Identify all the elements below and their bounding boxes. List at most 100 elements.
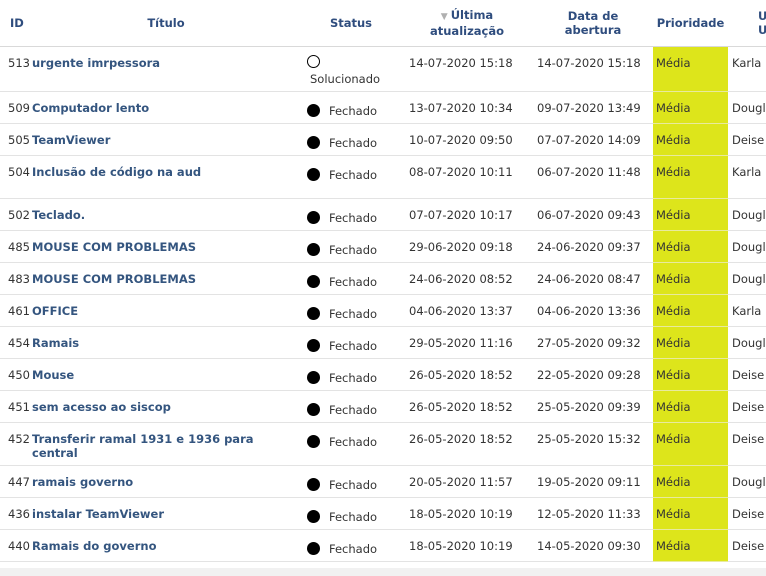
- table-row[interactable]: 454 Ramais Fechado 29-05-2020 11:16 27-05-20…: [0, 326, 766, 359]
- ticket-last-update: 18-05-2020 10:19: [401, 497, 533, 530]
- ticket-title-link[interactable]: Ramais do governo: [32, 538, 157, 553]
- ticket-id: 483: [0, 262, 31, 295]
- ticket-title-cell: TeamViewer: [31, 123, 301, 156]
- ticket-status-label: Fechado: [329, 167, 378, 182]
- column-header-last-update-label: Última: [450, 7, 494, 22]
- ticket-title-link[interactable]: MOUSE COM PROBLEMAS: [32, 239, 196, 254]
- ticket-title-link[interactable]: OFFICE: [32, 303, 79, 318]
- column-header-user-label: U: [758, 8, 766, 23]
- ticket-title-cell: instalar TeamViewer: [31, 497, 301, 530]
- ticket-title-link[interactable]: Mouse: [32, 367, 75, 382]
- table-row[interactable]: 504 Inclusão de código na aud Fechado 08-07…: [0, 155, 766, 199]
- ticket-opened-date: 12-05-2020 11:33: [533, 497, 653, 530]
- ticket-last-update: 20-05-2020 11:57: [401, 465, 533, 498]
- ticket-title-link[interactable]: MOUSE COM PROBLEMAS: [32, 271, 196, 286]
- column-header-user[interactable]: U U: [728, 0, 766, 47]
- ticket-status-label: Fechado: [329, 306, 378, 321]
- ticket-title-link[interactable]: Ramais: [32, 335, 80, 350]
- ticket-last-update: 18-05-2020 10:19: [401, 529, 533, 562]
- column-header-priority-label: Prioridade: [656, 15, 725, 30]
- ticket-opened-date: 25-05-2020 15:32: [533, 422, 653, 466]
- column-header-status[interactable]: Status: [301, 0, 401, 47]
- ticket-title-cell: urgente imrpessora: [31, 46, 301, 92]
- table-row[interactable]: 502 Teclado. Fechado 07-07-2020 10:17 06-07-…: [0, 198, 766, 231]
- ticket-status-cell: Fechado: [301, 390, 401, 423]
- ticket-priority-badge: Média: [653, 465, 728, 498]
- ticket-status-cell: Fechado: [301, 326, 401, 359]
- table-row[interactable]: 436 instalar TeamViewer Fechado 18-05-2020 …: [0, 497, 766, 530]
- ticket-title-link[interactable]: ramais governo: [32, 474, 134, 489]
- ticket-opened-date: 22-05-2020 09:28: [533, 358, 653, 391]
- ticket-user: Dougl: [728, 262, 766, 295]
- status-closed-icon: [307, 104, 320, 117]
- ticket-id: 451: [0, 390, 31, 423]
- table-row[interactable]: 461 OFFICE Fechado 04-06-2020 13:37 04-06-20…: [0, 294, 766, 327]
- ticket-last-update: 04-06-2020 13:37: [401, 294, 533, 327]
- ticket-opened-date: 04-06-2020 13:36: [533, 294, 653, 327]
- column-header-last-update-label-2: atualização: [429, 23, 505, 38]
- table-row[interactable]: 450 Mouse Fechado 26-05-2020 18:52 22-05-202…: [0, 358, 766, 391]
- status-closed-icon: [307, 542, 320, 555]
- ticket-priority-badge: Média: [653, 390, 728, 423]
- status-closed-icon: [307, 510, 320, 523]
- ticket-user: Deise: [728, 497, 766, 530]
- ticket-priority-badge: Média: [653, 46, 728, 92]
- ticket-opened-date: 07-07-2020 14:09: [533, 123, 653, 156]
- column-header-opened-label-2: abertura: [564, 22, 622, 37]
- table-row[interactable]: 485 MOUSE COM PROBLEMAS Fechado 29-06-2020 …: [0, 230, 766, 263]
- ticket-last-update: 14-07-2020 15:18: [401, 46, 533, 92]
- ticket-title-link[interactable]: Teclado.: [32, 207, 86, 222]
- ticket-user: Deise: [728, 529, 766, 562]
- column-header-id-label: ID: [10, 15, 24, 30]
- ticket-status-label: Solucionado: [310, 71, 381, 86]
- ticket-title-link[interactable]: instalar TeamViewer: [32, 506, 165, 521]
- column-header-last-update[interactable]: ▼ Última atualização: [401, 0, 533, 47]
- ticket-title-link[interactable]: sem acesso ao siscop: [32, 399, 171, 414]
- ticket-title-link[interactable]: Computador lento: [32, 100, 150, 115]
- ticket-id: 461: [0, 294, 31, 327]
- table-row[interactable]: 440 Ramais do governo Fechado 18-05-2020 10…: [0, 529, 766, 562]
- status-solved-icon: [307, 54, 320, 68]
- ticket-id: 436: [0, 497, 31, 530]
- ticket-title-link[interactable]: urgente imrpessora: [32, 55, 161, 70]
- table-row[interactable]: 452 Transferir ramal 1931 e 1936 para cen…: [0, 422, 766, 466]
- ticket-user: Dougl: [728, 91, 766, 124]
- table-row[interactable]: 513 urgente imrpessora Solucionado 14-07-20…: [0, 46, 766, 92]
- ticket-id: 454: [0, 326, 31, 359]
- table-row[interactable]: 505 TeamViewer Fechado 10-07-2020 09:50 07-0…: [0, 123, 766, 156]
- ticket-title-link[interactable]: TeamViewer: [32, 132, 111, 147]
- table-header-row: ID Título Status ▼ Última atualização Dat…: [0, 0, 766, 47]
- ticket-title-link[interactable]: Transferir ramal 1931 e 1936 para centra…: [32, 431, 254, 460]
- ticket-table: ID Título Status ▼ Última atualização Dat…: [0, 0, 766, 562]
- column-header-id[interactable]: ID: [0, 0, 31, 47]
- ticket-user: Dougl: [728, 230, 766, 263]
- ticket-opened-date: 24-06-2020 08:47: [533, 262, 653, 295]
- column-header-title[interactable]: Título: [31, 0, 301, 47]
- ticket-id: 504: [0, 155, 31, 199]
- ticket-id: 447: [0, 465, 31, 498]
- ticket-id: 485: [0, 230, 31, 263]
- ticket-title-cell: Computador lento: [31, 91, 301, 124]
- table-footer-strip: [0, 568, 766, 576]
- status-closed-icon: [307, 435, 320, 448]
- ticket-opened-date: 27-05-2020 09:32: [533, 326, 653, 359]
- table-row[interactable]: 509 Computador lento Fechado 13-07-2020 10:…: [0, 91, 766, 124]
- table-row[interactable]: 451 sem acesso ao siscop Fechado 26-05-2020…: [0, 390, 766, 423]
- ticket-priority-badge: Média: [653, 230, 728, 263]
- ticket-user: Deise: [728, 390, 766, 423]
- column-header-opened[interactable]: Data de abertura: [533, 0, 653, 47]
- status-closed-icon: [307, 136, 320, 149]
- table-row[interactable]: 483 MOUSE COM PROBLEMAS Fechado 24-06-2020 …: [0, 262, 766, 295]
- status-closed-icon: [307, 275, 320, 288]
- ticket-opened-date: 06-07-2020 09:43: [533, 198, 653, 231]
- table-row[interactable]: 447 ramais governo Fechado 20-05-2020 11:57…: [0, 465, 766, 498]
- ticket-priority-badge: Média: [653, 123, 728, 156]
- ticket-last-update: 29-06-2020 09:18: [401, 230, 533, 263]
- ticket-user: Deise: [728, 422, 766, 466]
- ticket-status-cell: Fechado: [301, 497, 401, 530]
- ticket-title-cell: Teclado.: [31, 198, 301, 231]
- ticket-title-link[interactable]: Inclusão de código na aud: [32, 164, 202, 179]
- column-header-priority[interactable]: Prioridade: [653, 0, 728, 47]
- status-closed-icon: [307, 478, 320, 491]
